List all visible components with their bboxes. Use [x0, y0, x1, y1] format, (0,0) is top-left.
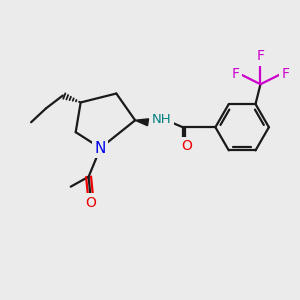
Text: N: N: [95, 140, 106, 155]
Polygon shape: [135, 119, 148, 126]
Text: F: F: [256, 50, 265, 64]
Text: O: O: [181, 139, 192, 153]
Text: O: O: [85, 196, 96, 209]
Text: F: F: [232, 67, 240, 81]
Text: F: F: [281, 67, 289, 81]
Text: NH: NH: [152, 113, 172, 126]
